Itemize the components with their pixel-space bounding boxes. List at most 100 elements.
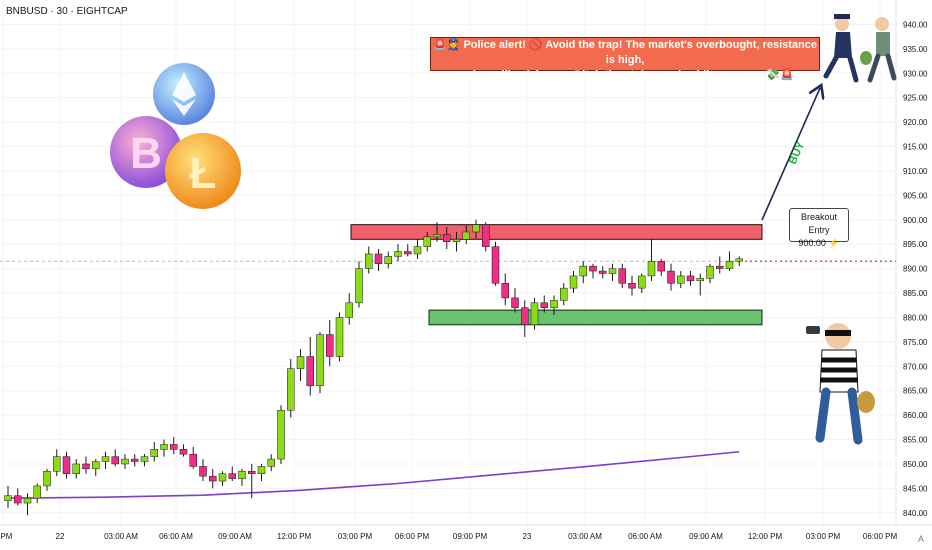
- y-tick-label: 940.00: [903, 20, 928, 29]
- candle-body: [404, 251, 412, 255]
- y-tick-label: 875.00: [903, 338, 928, 347]
- candle-body: [345, 302, 353, 318]
- x-tick-label: 06:00 PM: [863, 532, 898, 541]
- candle: [111, 449, 119, 467]
- candle: [131, 454, 139, 467]
- x-tick-label: 06:00 AM: [628, 532, 662, 541]
- candle-body: [599, 270, 607, 274]
- x-tick-label: 23: [523, 532, 532, 541]
- candle-body: [92, 461, 100, 470]
- candle-body: [677, 275, 685, 284]
- candle-body: [131, 458, 139, 462]
- candle-body: [521, 307, 529, 326]
- candle-body: [550, 300, 558, 308]
- candle: [530, 297, 539, 330]
- candle: [179, 444, 188, 457]
- litecoin-symbol-icon: Ł: [190, 149, 217, 198]
- candle-body: [53, 456, 61, 472]
- candle: [23, 493, 32, 516]
- candle-body: [569, 275, 578, 289]
- callout-line-1: Breakout Entry: [800, 212, 838, 235]
- candle-body: [62, 456, 71, 474]
- candle-body: [540, 302, 548, 308]
- candle-body: [43, 471, 51, 487]
- candle: [716, 256, 724, 274]
- candle: [667, 263, 675, 291]
- money-bag-icon: [860, 51, 872, 65]
- candle: [160, 439, 168, 457]
- candle-body: [228, 473, 236, 479]
- candle-body: [452, 239, 461, 242]
- x-tick-label: 06:00 AM: [159, 532, 193, 541]
- y-tick-label: 915.00: [903, 143, 928, 152]
- ticks-layer: 840.00 845.00 850.00 855.00 860.00 865.00 870.…: [0, 20, 928, 541]
- y-tick-label: 880.00: [903, 313, 928, 322]
- x-tick-label: 09:00 PM: [453, 532, 488, 541]
- y-tick-label: 885.00: [903, 289, 928, 298]
- candle-body: [413, 246, 422, 255]
- x-tick-label: 03:00 AM: [568, 532, 602, 541]
- candle: [4, 485, 12, 508]
- candle: [355, 261, 363, 308]
- candle-body: [238, 471, 246, 479]
- candle: [43, 468, 51, 491]
- candle-body: [101, 456, 110, 462]
- candle-body: [482, 224, 490, 247]
- candle-body: [199, 466, 207, 477]
- y-tick-label: 845.00: [903, 484, 928, 493]
- candle: [296, 349, 305, 381]
- callout-line-2: 900.00 ⚡: [798, 238, 840, 248]
- candle-body: [394, 251, 402, 257]
- candle: [267, 454, 275, 472]
- candle: [53, 449, 61, 477]
- candle: [228, 466, 236, 482]
- candle-body: [306, 356, 314, 387]
- candle-body: [179, 449, 188, 455]
- candle-body: [433, 234, 441, 238]
- candle: [608, 263, 617, 281]
- candle: [209, 468, 217, 489]
- moving-average-layer: [7, 450, 740, 499]
- candle: [92, 459, 100, 477]
- candle: [257, 463, 266, 482]
- candle-body: [686, 275, 695, 282]
- candle-body: [491, 246, 500, 284]
- candle-body: [618, 268, 626, 284]
- y-tick-label: 890.00: [903, 265, 928, 274]
- annotation-line-2: and a pullback looms. Ditch the stolen c…: [456, 69, 794, 81]
- candle: [287, 358, 295, 418]
- candle: [72, 459, 80, 479]
- x-tick-label: 03:00 AM: [104, 532, 138, 541]
- candle-body: [501, 283, 509, 299]
- thief-body-icon: [876, 32, 890, 56]
- y-tick-label: 900.00: [903, 216, 928, 225]
- thief-legs-icon: [815, 387, 863, 445]
- candle: [394, 244, 402, 262]
- x-tick-label: 09:00 AM: [218, 532, 252, 541]
- x-tick-label: 22: [56, 532, 65, 541]
- bitcoin-symbol-icon: B: [130, 129, 162, 178]
- candle: [472, 219, 480, 240]
- candle: [433, 222, 441, 242]
- candle-body: [277, 409, 285, 460]
- resistance-zone: [350, 224, 763, 240]
- candle-body: [443, 234, 451, 242]
- candle-body: [72, 463, 80, 474]
- thief-head-icon: [875, 17, 889, 31]
- breakout-entry-callout: Breakout Entry 900.00 ⚡: [789, 208, 849, 248]
- candle: [248, 463, 256, 499]
- money-bag-icon: [857, 391, 875, 413]
- x-tick-label: 06:00 PM: [395, 532, 430, 541]
- x-tick-label: 03:00 PM: [806, 532, 841, 541]
- candle: [657, 258, 665, 276]
- candle: [404, 244, 412, 257]
- auto-scale-button[interactable]: A: [917, 534, 924, 544]
- candle-body: [267, 458, 275, 467]
- candle: [170, 437, 178, 455]
- candle-body: [560, 287, 568, 301]
- symbol-label: BNBUSD · 30 · EIGHTCAP: [6, 6, 128, 17]
- candle-body: [472, 224, 480, 233]
- chart-grid: [0, 0, 896, 525]
- candle: [482, 222, 490, 252]
- y-tick-label: 925.00: [903, 94, 928, 103]
